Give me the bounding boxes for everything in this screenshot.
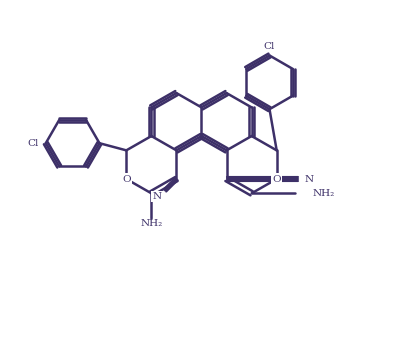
Text: N: N	[152, 192, 162, 201]
Text: N: N	[152, 192, 162, 201]
Text: NH₂: NH₂	[312, 189, 335, 198]
Text: O: O	[272, 174, 281, 184]
Text: N: N	[304, 174, 314, 184]
Text: O: O	[122, 174, 131, 184]
Text: O: O	[122, 174, 131, 184]
Text: Cl: Cl	[264, 42, 275, 51]
Text: Cl: Cl	[27, 139, 39, 148]
Text: NH₂: NH₂	[140, 219, 162, 228]
Text: O: O	[272, 174, 281, 184]
Text: N: N	[304, 174, 314, 184]
